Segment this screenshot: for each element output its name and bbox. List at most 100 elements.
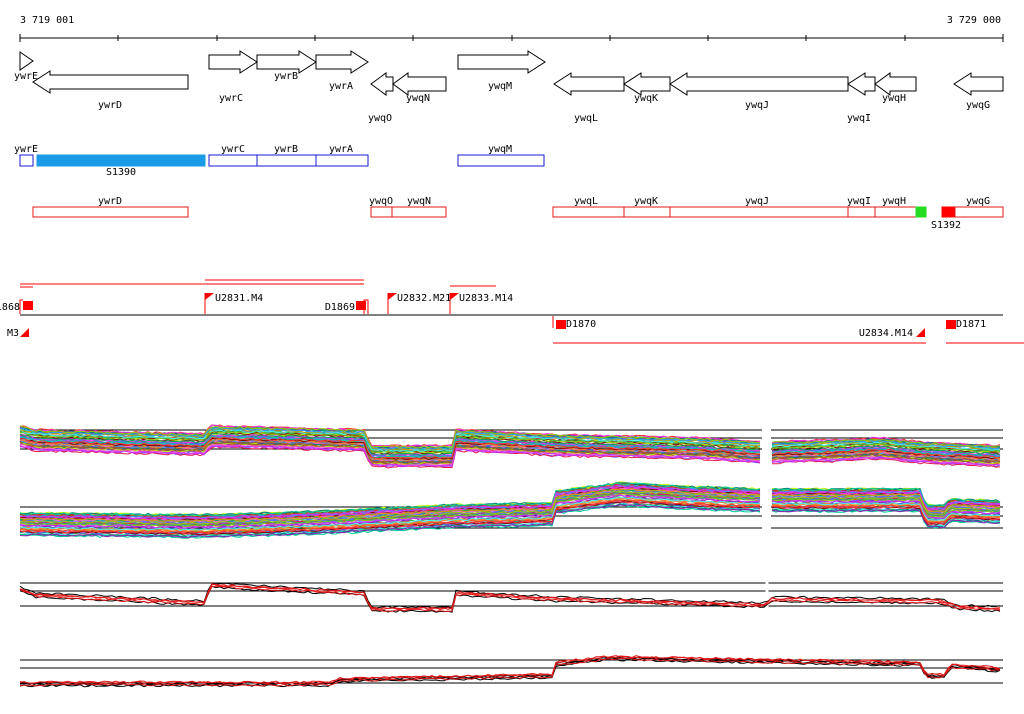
expression-trace: [19, 494, 1001, 529]
segment-label: S1392: [931, 220, 961, 231]
segment-label: S1390: [106, 167, 136, 178]
marker-track: D1868 U2831.M4 D1869 U2832.M21 U2833.M14…: [0, 279, 1024, 344]
gene-label: ywqL: [574, 113, 598, 124]
segment-label: ywqH: [882, 196, 906, 207]
reverse-segment-ywqG[interactable]: [954, 206, 1004, 218]
forward-segment-ywrE[interactable]: [19, 154, 34, 167]
expression-traces: [19, 424, 1001, 469]
gene-arrow-ywrE[interactable]: [19, 51, 34, 71]
expression-trace: [19, 490, 1001, 525]
marker-flag-U2833[interactable]: [450, 293, 459, 300]
expression-traces: [19, 481, 1001, 539]
marker-flag-U2834[interactable]: [916, 328, 925, 337]
segment-label: ywrD: [98, 196, 122, 207]
forward-segment-ywrC[interactable]: [208, 154, 258, 167]
segment-label: ywqI: [847, 196, 871, 207]
gene-label: ywrD: [98, 100, 122, 111]
marker-box-D1868[interactable]: [23, 301, 33, 310]
marker-box-D1871[interactable]: [946, 320, 956, 329]
forward-segment-ywqM[interactable]: [457, 154, 545, 167]
gene-arrow-ywqG[interactable]: [953, 72, 1004, 96]
reverse-segment-ywqI[interactable]: [847, 206, 876, 218]
forward-segment-S1390[interactable]: [36, 154, 206, 167]
segment-label: ywrE: [14, 144, 38, 155]
segment-label: ywrC: [221, 144, 245, 155]
gene-arrow-ywqL[interactable]: [553, 72, 625, 96]
marker-box-D1869[interactable]: [356, 301, 366, 310]
marker-flag-U2832[interactable]: [388, 293, 397, 300]
marker-box-D1870[interactable]: [556, 320, 566, 329]
gene-labels: ywrE ywrD ywrC ywrB ywrA ywqO ywqN ywqM …: [14, 71, 990, 124]
marker-label-D1868: D1868: [0, 302, 20, 313]
reverse-segment-ywqK[interactable]: [623, 206, 671, 218]
gene-label: ywrB: [274, 71, 298, 82]
gene-label: ywrC: [219, 93, 243, 104]
reverse-segment-track: [32, 206, 1004, 218]
expression-trace: [19, 433, 1001, 456]
segment-label: ywrA: [329, 144, 353, 155]
gene-arrow-ywqJ[interactable]: [669, 72, 849, 96]
gene-arrow-ywqO[interactable]: [370, 72, 394, 96]
reverse-segment-ywrD[interactable]: [32, 206, 189, 218]
gene-arrow-ywqI[interactable]: [847, 72, 876, 96]
expression-trace: [19, 655, 1001, 684]
reverse-segment-ywqO[interactable]: [370, 206, 393, 218]
gene-arrow-ywqN[interactable]: [392, 72, 447, 96]
ruler-end-label: 3 729 000: [947, 15, 1001, 26]
segment-label: ywqK: [634, 196, 658, 207]
expression-panel-reverse-summary: [19, 655, 1003, 688]
expression-panel-reverse-multi: [19, 481, 1003, 539]
expression-trace: [19, 427, 1001, 450]
gene-arrow-ywqK[interactable]: [623, 72, 671, 96]
gene-label: ywqN: [406, 93, 430, 104]
gene-arrow-ywqH[interactable]: [874, 72, 917, 96]
gene-arrow-ywqM[interactable]: [457, 50, 546, 74]
gene-label: ywqO: [368, 113, 392, 124]
reverse-segment-ywqH[interactable]: [874, 206, 917, 218]
reverse-segment-ywqN[interactable]: [391, 206, 447, 218]
expression-trace: [19, 657, 1001, 687]
expression-trace: [19, 441, 1001, 465]
marker-label-D1869: D1869: [325, 302, 355, 313]
reverse-segment-S1392[interactable]: [915, 206, 927, 218]
segment-label: ywqJ: [745, 196, 769, 207]
marker-label-U2834: U2834.M14: [859, 328, 913, 339]
forward-segment-labels: ywrE S1390 ywrC ywrB ywrA ywqM: [14, 144, 512, 178]
reverse-marker-box: [941, 206, 956, 218]
expression-trace: [19, 582, 1001, 609]
expression-trace: [19, 585, 1001, 612]
marker-flag-U2831[interactable]: [205, 293, 214, 300]
segment-label: ywqN: [407, 196, 431, 207]
gene-arrow-ywrD[interactable]: [32, 70, 189, 94]
marker-label-D1871: D1871: [956, 319, 986, 330]
forward-segment-ywrA[interactable]: [315, 154, 369, 167]
marker-flag-M3[interactable]: [20, 328, 29, 337]
reverse-segment-labels: ywrD ywqO ywqN ywqL ywqK ywqJ ywqI ywqH …: [98, 196, 990, 231]
gene-arrow-ywrA[interactable]: [315, 50, 369, 74]
gene-label: ywqJ: [745, 100, 769, 111]
segment-label: ywrB: [274, 144, 298, 155]
gene-track: [19, 50, 1004, 96]
marker-label-U2831: U2831.M4: [215, 293, 263, 304]
marker-label-U2833: U2833.M14: [459, 293, 513, 304]
expression-trace: [19, 504, 1001, 539]
expression-trace: [19, 585, 1001, 613]
gene-arrow-ywrB[interactable]: [256, 50, 317, 74]
expression-traces: [19, 582, 1001, 613]
segment-label: ywqL: [574, 196, 598, 207]
reverse-segment-ywqL[interactable]: [552, 206, 625, 218]
expression-trace: [19, 496, 1001, 532]
expression-trace: [19, 656, 1001, 687]
expression-trace: [19, 484, 1001, 520]
forward-segment-ywrB[interactable]: [256, 154, 317, 167]
gene-arrow-ywrC[interactable]: [208, 50, 258, 74]
ruler-start-label: 3 719 001: [20, 15, 74, 26]
reverse-segment-ywqJ[interactable]: [669, 206, 849, 218]
expression-trace: [19, 425, 1001, 449]
expression-trace: [19, 500, 1001, 535]
gene-label: ywqG: [966, 100, 990, 111]
expression-trace: [19, 482, 1000, 517]
expression-trace: [19, 444, 1001, 467]
marker-label-D1870: D1870: [566, 319, 596, 330]
